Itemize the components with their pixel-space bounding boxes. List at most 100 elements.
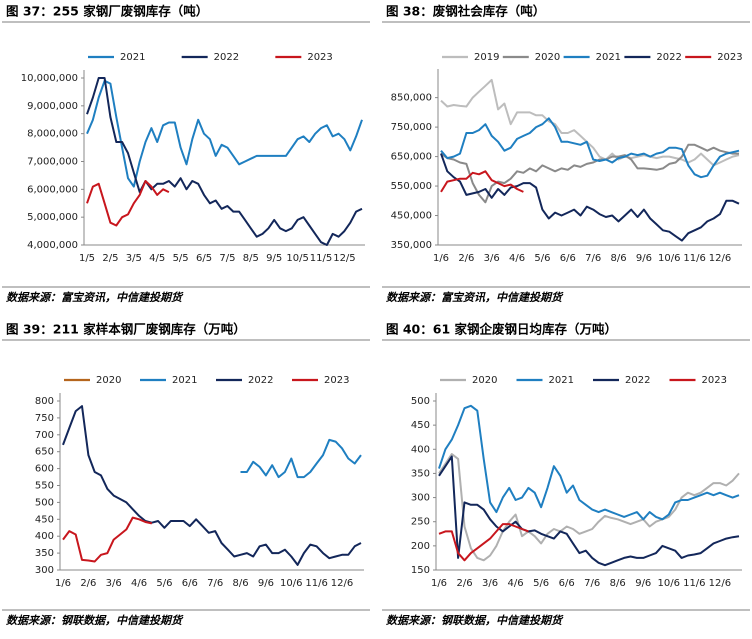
series-line bbox=[438, 523, 529, 562]
y-tick-label: 250 bbox=[411, 517, 430, 528]
x-tick-label: 6/6 bbox=[182, 578, 198, 589]
y-tick-label: 350 bbox=[411, 468, 430, 479]
x-tick-label: 6/5 bbox=[196, 253, 212, 264]
x-tick-label: 8/6 bbox=[232, 578, 248, 589]
x-tick-label: 2/6 bbox=[80, 578, 96, 589]
x-tick-label: 1/5 bbox=[79, 253, 95, 264]
y-tick-label: 10,000,000 bbox=[21, 73, 78, 84]
legend-label: 2022 bbox=[248, 375, 273, 386]
y-tick-label: 450 bbox=[35, 514, 54, 525]
y-tick-label: 500 bbox=[35, 497, 54, 508]
y-tick-label: 450,000 bbox=[391, 211, 432, 222]
series-line bbox=[86, 77, 363, 246]
y-tick-label: 7,000,000 bbox=[27, 157, 78, 168]
x-tick-label: 3/6 bbox=[484, 253, 500, 264]
x-tick-label: 9/6 bbox=[258, 578, 274, 589]
source: 数据来源：钢联数据，中信建投期货 bbox=[386, 614, 564, 627]
legend-label: 2021 bbox=[172, 375, 197, 386]
legend-label: 2023 bbox=[717, 52, 742, 63]
source: 数据来源：钢联数据，中信建投期货 bbox=[6, 614, 184, 627]
series-line bbox=[86, 79, 363, 188]
legend-label: 2022 bbox=[625, 375, 650, 386]
y-tick-label: 800 bbox=[35, 396, 54, 407]
y-tick-label: 700 bbox=[35, 430, 54, 441]
y-tick-label: 5,000,000 bbox=[27, 212, 78, 223]
legend-label: 2022 bbox=[656, 52, 681, 63]
x-tick-label: 7/6 bbox=[584, 578, 600, 589]
legend-label: 2021 bbox=[120, 52, 145, 63]
legend-label: 2023 bbox=[307, 52, 332, 63]
series-line bbox=[438, 404, 740, 521]
y-tick-label: 200 bbox=[411, 541, 430, 552]
y-tick-label: 650,000 bbox=[391, 152, 432, 163]
x-tick-label: 2/6 bbox=[456, 578, 472, 589]
legend-label: 2023 bbox=[324, 375, 349, 386]
source: 数据来源：富宝资讯，中信建投期货 bbox=[6, 291, 184, 304]
y-tick-label: 4,000,000 bbox=[27, 240, 78, 251]
series-line bbox=[440, 78, 740, 167]
x-tick-label: 2/5 bbox=[102, 253, 118, 264]
y-tick-label: 750 bbox=[35, 413, 54, 424]
legend-label: 2021 bbox=[549, 375, 574, 386]
series-line bbox=[62, 405, 362, 566]
series-line bbox=[438, 453, 740, 562]
y-tick-label: 300 bbox=[411, 493, 430, 504]
y-tick-label: 600 bbox=[35, 464, 54, 475]
y-tick-label: 500 bbox=[411, 396, 430, 407]
x-tick-label: 4/6 bbox=[509, 253, 525, 264]
x-tick-label: 1/6 bbox=[55, 578, 71, 589]
panel-title: 图 39：211 家样本钢厂废钢库存（万吨） bbox=[6, 322, 246, 337]
series-line bbox=[438, 455, 740, 567]
panel-title: 图 38：废钢社会库存（吨） bbox=[386, 4, 545, 19]
y-tick-label: 550 bbox=[35, 481, 54, 492]
legend-label: 2023 bbox=[702, 375, 727, 386]
x-tick-label: 5/6 bbox=[533, 578, 549, 589]
y-tick-label: 850,000 bbox=[391, 93, 432, 104]
x-tick-label: 6/6 bbox=[559, 578, 575, 589]
x-tick-label: 11/5 bbox=[310, 253, 332, 264]
x-tick-label: 7/6 bbox=[207, 578, 223, 589]
x-tick-label: 10/6 bbox=[658, 578, 680, 589]
y-tick-label: 350,000 bbox=[391, 240, 432, 251]
series-line bbox=[62, 516, 153, 563]
x-tick-label: 1/6 bbox=[433, 253, 449, 264]
source: 数据来源：富宝资讯，中信建投期货 bbox=[386, 291, 564, 304]
y-tick-label: 400 bbox=[35, 531, 54, 542]
x-tick-label: 5/5 bbox=[173, 253, 189, 264]
x-tick-label: 8/6 bbox=[610, 253, 626, 264]
x-tick-label: 6/6 bbox=[560, 253, 576, 264]
x-tick-label: 5/6 bbox=[534, 253, 550, 264]
y-tick-label: 400 bbox=[411, 444, 430, 455]
y-tick-label: 300 bbox=[35, 565, 54, 576]
y-tick-label: 350 bbox=[35, 548, 54, 559]
legend-label: 2020 bbox=[472, 375, 497, 386]
x-tick-label: 9/5 bbox=[266, 253, 282, 264]
x-tick-label: 11/6 bbox=[683, 578, 705, 589]
x-tick-label: 11/6 bbox=[683, 253, 705, 264]
series-line bbox=[86, 180, 170, 227]
x-tick-label: 10/5 bbox=[286, 253, 308, 264]
x-tick-label: 8/5 bbox=[243, 253, 259, 264]
x-tick-label: 9/6 bbox=[636, 253, 652, 264]
y-tick-label: 150 bbox=[411, 565, 430, 576]
x-tick-label: 3/6 bbox=[482, 578, 498, 589]
y-tick-label: 450 bbox=[411, 420, 430, 431]
legend-label: 2021 bbox=[596, 52, 621, 63]
x-tick-label: 9/6 bbox=[635, 578, 651, 589]
y-tick-label: 750,000 bbox=[391, 122, 432, 133]
x-tick-label: 5/6 bbox=[156, 578, 172, 589]
series-line bbox=[440, 117, 740, 179]
x-tick-label: 4/5 bbox=[149, 253, 165, 264]
panel-title: 图 37：255 家钢厂废钢库存（吨） bbox=[6, 4, 208, 19]
series-line bbox=[240, 438, 362, 479]
x-tick-label: 10/6 bbox=[280, 578, 302, 589]
x-tick-label: 7/6 bbox=[585, 253, 601, 264]
series-line bbox=[440, 153, 740, 242]
x-tick-label: 3/6 bbox=[106, 578, 122, 589]
series-line bbox=[440, 170, 524, 193]
x-tick-label: 1/6 bbox=[431, 578, 447, 589]
x-tick-label: 11/6 bbox=[305, 578, 327, 589]
y-tick-label: 650 bbox=[35, 447, 54, 458]
y-tick-label: 9,000,000 bbox=[27, 101, 78, 112]
